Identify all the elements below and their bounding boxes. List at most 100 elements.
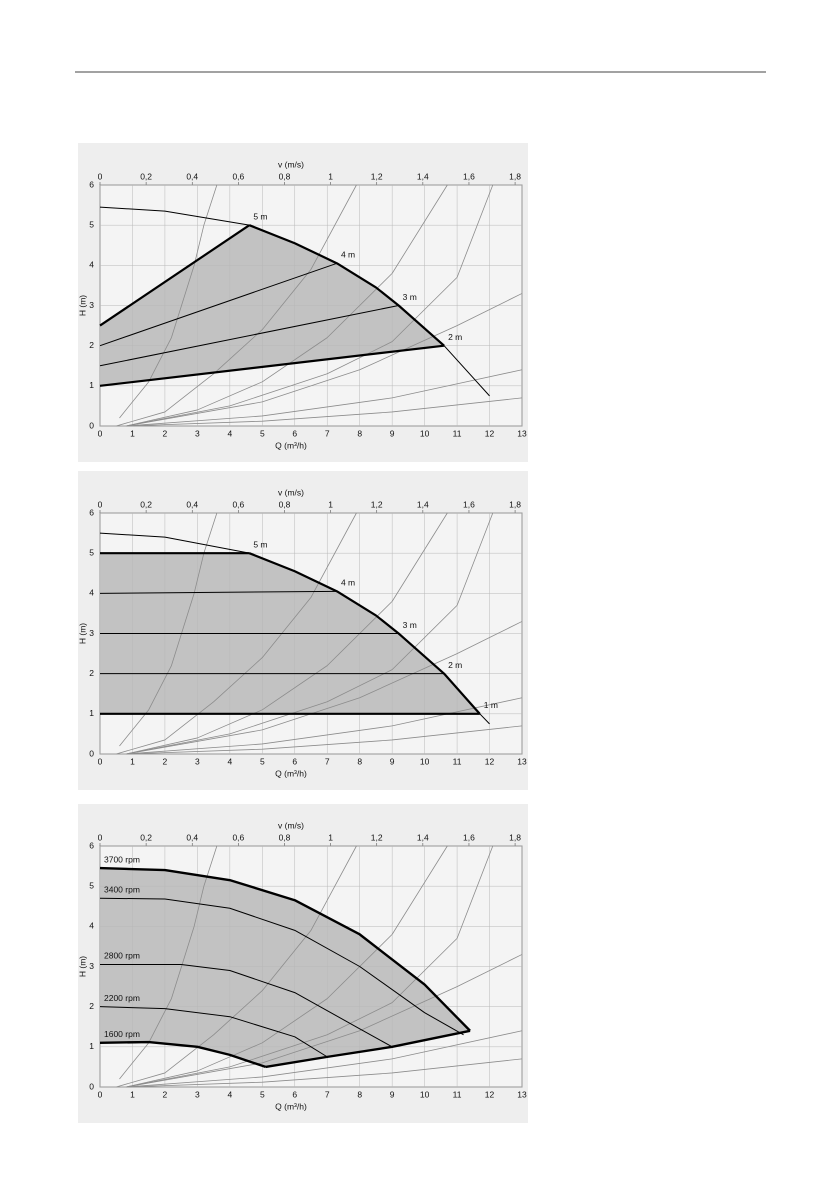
x2-tick-label: 1,6 [463, 832, 475, 842]
x-tick-label: 11 [453, 756, 462, 766]
x-tick-label: 5 [260, 756, 265, 766]
x-tick-label: 6 [292, 1089, 297, 1099]
system-curve [125, 512, 494, 755]
x-tick-label: 1 [130, 756, 135, 766]
x-axis-title: Q (m³/h) [275, 1101, 307, 1111]
pump-curve [248, 552, 481, 715]
y-axis-title: H (m) [77, 295, 87, 316]
x-tick-label: 11 [453, 1089, 462, 1099]
x-tick-label: 1 [130, 1089, 135, 1099]
pump-curve [99, 1006, 328, 1058]
y-tick-label: 5 [89, 219, 94, 229]
pump-curve [99, 1040, 266, 1069]
y-tick-label: 0 [89, 1081, 94, 1091]
y-tick-label: 1 [89, 1041, 94, 1051]
x-tick-label: 7 [325, 756, 330, 766]
x2-tick-label: 0,2 [140, 832, 152, 842]
pump-curve [265, 1029, 471, 1069]
curve-label: 3700 rpm [104, 854, 140, 864]
x-tick-label: 9 [390, 1089, 395, 1099]
y-tick-label: 4 [89, 921, 94, 931]
x-tick-label: 5 [260, 428, 265, 438]
x2-tick-label: 0 [98, 171, 103, 181]
x2-tick-label: 1,2 [371, 171, 383, 181]
y-tick-label: 1 [89, 708, 94, 718]
x-tick-label: 10 [420, 428, 430, 438]
x2-tick-label: 1 [328, 499, 333, 509]
curve-label: 5 m [253, 539, 267, 549]
pump-curve [99, 897, 464, 1036]
y-tick-label: 3 [89, 961, 94, 971]
system-curve [125, 725, 523, 755]
pump-curve [99, 262, 338, 347]
x2-tick-label: 0,6 [232, 499, 244, 509]
x2-tick-label: 0 [98, 499, 103, 509]
curve-label: 1600 rpm [104, 1029, 140, 1039]
curve-label: 2 m [448, 660, 462, 670]
curve-label: 1 m [484, 700, 498, 710]
x-tick-label: 3 [195, 1089, 200, 1099]
pump-curve [99, 224, 250, 327]
x2-tick-label: 1,8 [509, 832, 521, 842]
y-tick-label: 4 [89, 588, 94, 598]
chart: 0 1 2 3 4 5 6 7 8 9 10 11 12 130 0,2 0,4 0,6 0,8 1 1,2 1,4 1,… [77, 143, 528, 462]
x-tick-label: 0 [98, 756, 103, 766]
x2-tick-label: 1,6 [463, 171, 475, 181]
x2-tick-label: 0,8 [279, 832, 291, 842]
x2-tick-label: 1,2 [371, 832, 383, 842]
x-tick-label: 12 [485, 756, 495, 766]
pump-curve [99, 590, 337, 594]
system-curve [125, 621, 523, 755]
x-tick-label: 13 [517, 1089, 527, 1099]
x2-tick-label: 1,2 [371, 499, 383, 509]
system-curve [125, 845, 494, 1088]
x-tick-label: 9 [390, 756, 395, 766]
x-axis-title: Q (m³/h) [275, 768, 307, 778]
x2-tick-label: 1,6 [463, 499, 475, 509]
system-curve [125, 184, 494, 427]
x-tick-label: 10 [420, 756, 430, 766]
x-tick-label: 9 [390, 428, 395, 438]
chart: 0 1 2 3 4 5 6 7 8 9 10 11 12 130 0,2 0,4 0,6 0,8 1 1,2 1,4 1,… [77, 471, 528, 790]
x-tick-label: 4 [227, 1089, 232, 1099]
curve-label: 2 m [448, 332, 462, 342]
x-tick-label: 8 [357, 428, 362, 438]
x2-tick-label: 0 [98, 832, 103, 842]
x-tick-label: 0 [98, 428, 103, 438]
system-curve [119, 512, 218, 747]
x-tick-label: 8 [357, 1089, 362, 1099]
system-curve [125, 184, 448, 427]
x2-tick-label: 1,8 [509, 171, 521, 181]
system-curve [125, 954, 523, 1088]
y-tick-label: 5 [89, 880, 94, 890]
x2-tick-label: 0,4 [186, 832, 198, 842]
x-tick-label: 7 [325, 428, 330, 438]
x-tick-label: 2 [163, 756, 168, 766]
pump-curve [248, 224, 445, 347]
x-tick-label: 13 [517, 428, 527, 438]
x-tick-label: 12 [485, 1089, 495, 1099]
y-tick-label: 6 [89, 840, 94, 850]
x-tick-label: 0 [98, 1089, 103, 1099]
system-curve [125, 1030, 523, 1088]
y-tick-label: 5 [89, 547, 94, 557]
pump-curve [100, 963, 393, 1048]
curve-label: 3 m [403, 292, 417, 302]
curve-label: 4 m [341, 578, 355, 588]
x-tick-label: 3 [195, 756, 200, 766]
y-tick-label: 4 [89, 260, 94, 270]
system-curve [119, 845, 218, 1080]
chart: 0 1 2 3 4 5 6 7 8 9 10 11 12 130 0,2 0,4 0,6 0,8 1 1,2 1,4 1,… [77, 804, 528, 1123]
x-tick-label: 10 [420, 1089, 430, 1099]
system-curve [119, 184, 218, 419]
y-tick-label: 2 [89, 340, 94, 350]
curve-label: 3 m [403, 620, 417, 630]
x2-tick-label: 1 [328, 171, 333, 181]
curve-label: 5 m [253, 211, 267, 221]
x2-tick-label: 0,6 [232, 171, 244, 181]
x2-tick-label: 0,8 [279, 499, 291, 509]
x2-tick-label: 1,4 [417, 832, 429, 842]
operating-region [100, 868, 471, 1067]
